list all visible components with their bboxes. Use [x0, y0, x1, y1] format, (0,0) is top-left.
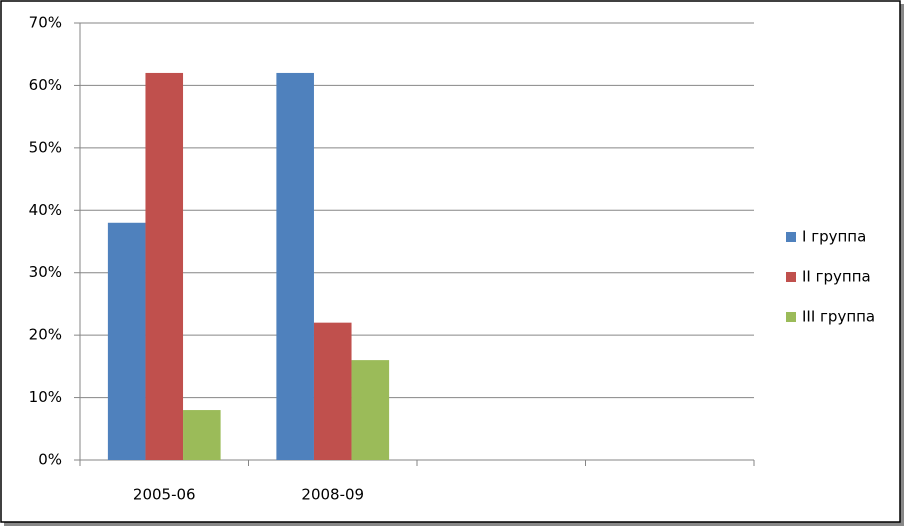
- y-tick-label: 0%: [38, 451, 62, 469]
- y-tick-label: 30%: [29, 263, 62, 281]
- legend-swatch: [786, 232, 796, 242]
- x-tick-label: 2005-06: [133, 486, 196, 504]
- legend-label: I группа: [802, 228, 866, 246]
- y-tick-label: 10%: [29, 388, 62, 406]
- bar: [313, 322, 352, 460]
- bar: [145, 72, 184, 460]
- y-tick-label: 60%: [29, 76, 62, 94]
- legend-label: III группа: [802, 308, 875, 326]
- legend-swatch: [786, 312, 796, 322]
- bar: [107, 222, 146, 460]
- bar: [351, 360, 390, 460]
- legend-label: II группа: [802, 268, 871, 286]
- x-tick-label: 2008-09: [301, 486, 364, 504]
- y-tick-label: 40%: [29, 201, 62, 219]
- bar: [276, 72, 314, 460]
- bar: [183, 410, 221, 460]
- y-tick-label: 50%: [29, 138, 62, 156]
- y-tick-label: 20%: [29, 326, 62, 344]
- y-tick-label: 70%: [29, 14, 62, 32]
- legend-swatch: [786, 272, 796, 282]
